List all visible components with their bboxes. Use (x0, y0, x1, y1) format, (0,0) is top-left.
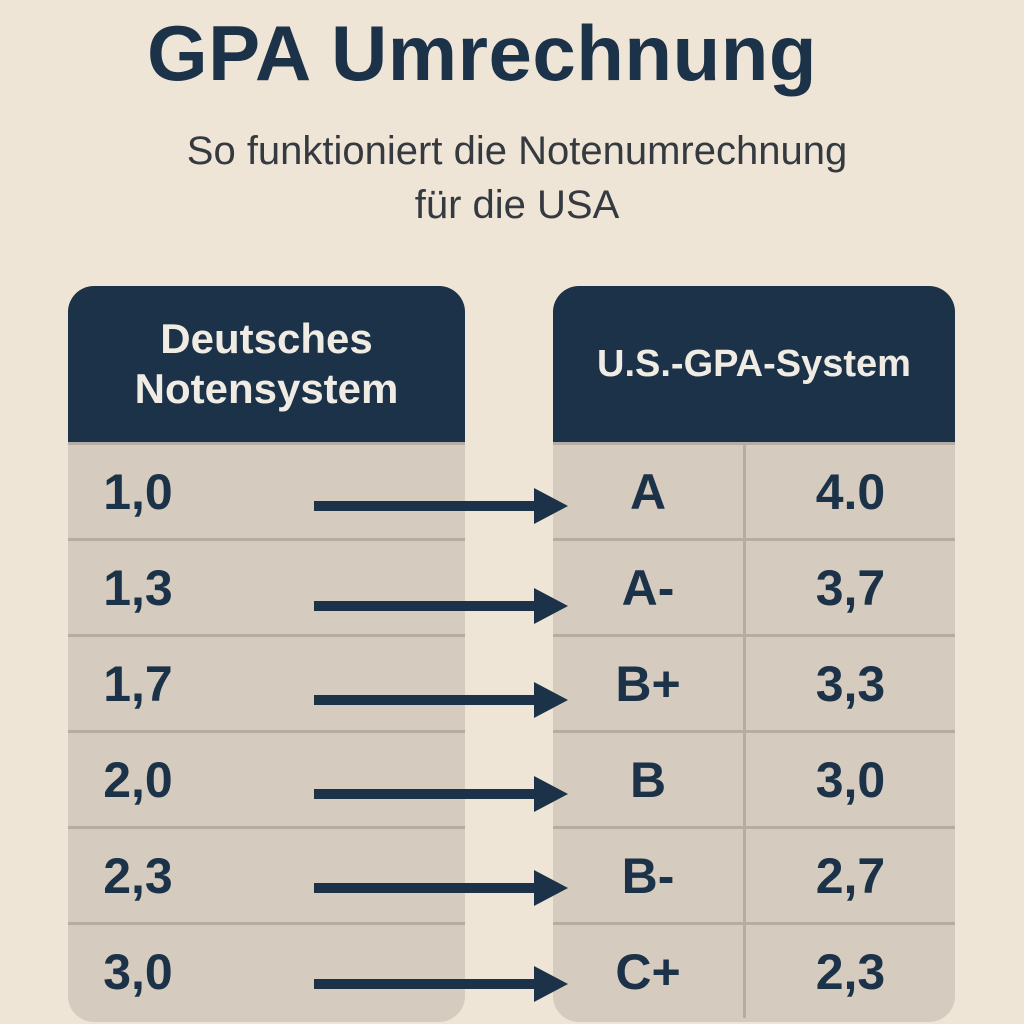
gpa-value: 3,7 (815, 559, 886, 616)
german-grade: 2,3 (103, 847, 173, 904)
german-grade: 1,7 (103, 655, 173, 712)
german-heading-line-2: Notensystem (134, 365, 399, 412)
table-row: B+ 3,3 (553, 634, 955, 730)
arrow-right-icon (314, 588, 568, 624)
page-title: GPA Umrechnung (0, 8, 1000, 99)
german-heading-line-1: Deutsches (160, 315, 373, 362)
arrow-right-icon (314, 776, 568, 812)
german-grade: 2,0 (103, 751, 173, 808)
title-text: GPA Umrechnung (146, 9, 818, 97)
table-row: B- 2,7 (553, 826, 955, 922)
table-row: 1,3 (68, 538, 465, 634)
table-row: 3,0 (68, 922, 465, 1018)
table-row: A 4.0 (553, 442, 955, 538)
gpa-value: 3,0 (815, 751, 886, 808)
table-row: 2,3 (68, 826, 465, 922)
letter-grade: B- (553, 829, 746, 922)
german-grade: 1,0 (103, 463, 173, 520)
letter-grade: A (553, 445, 746, 538)
arrow-right-icon (314, 966, 568, 1002)
arrow-right-icon (314, 488, 568, 524)
us-gpa-table: U.S.-GPA-System A 4.0 A- 3,7 B+ 3,3 B 3,0 B-… (553, 286, 955, 1022)
table-row: C+ 2,3 (553, 922, 955, 1018)
german-table-header: Deutsches Notensystem (68, 286, 465, 442)
us-table-header: U.S.-GPA-System (553, 286, 955, 442)
german-grade: 1,3 (103, 559, 173, 616)
letter-grade: C+ (553, 925, 746, 1018)
german-grades-table: Deutsches Notensystem 1,0 1,3 1,7 2,0 2,… (68, 286, 465, 1022)
letter-grade: B+ (553, 637, 746, 730)
gpa-value: 2,7 (815, 847, 886, 904)
table-row: 2,0 (68, 730, 465, 826)
gpa-value: 3,3 (815, 655, 886, 712)
gpa-value: 4.0 (815, 463, 886, 520)
table-row: A- 3,7 (553, 538, 955, 634)
german-grade: 3,0 (103, 943, 173, 1000)
table-row: 1,0 (68, 442, 465, 538)
table-row: 1,7 (68, 634, 465, 730)
letter-grade: A- (553, 541, 746, 634)
arrow-right-icon (314, 870, 568, 906)
gpa-value: 2,3 (815, 943, 886, 1000)
subtitle-line-2: für die USA (414, 183, 620, 227)
subtitle-line-1: So funktioniert die Notenumrechnung (186, 129, 848, 173)
page-subtitle: So funktioniert die Notenumrechnung für … (0, 124, 1024, 232)
table-row: B 3,0 (553, 730, 955, 826)
us-heading: U.S.-GPA-System (597, 343, 911, 385)
letter-grade: B (553, 733, 746, 826)
arrow-right-icon (314, 682, 568, 718)
